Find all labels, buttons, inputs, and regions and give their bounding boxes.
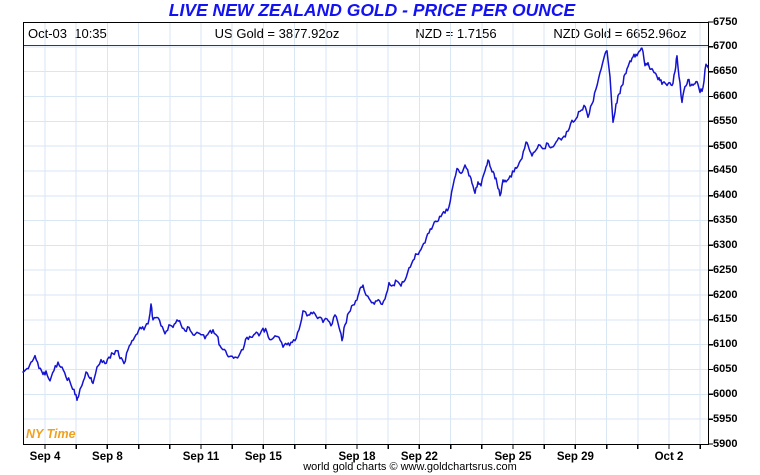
x-axis-label: Sep 22 [400, 451, 438, 463]
y-axis-label: 6250 [713, 263, 738, 276]
us-gold-quote: US Gold = 3877.92oz [214, 26, 340, 41]
y-axis-label: 6650 [713, 65, 738, 78]
y-axis-label: 6150 [713, 313, 738, 326]
y-axis-label: 6450 [713, 164, 738, 177]
y-axis-label: 6750 [713, 15, 738, 28]
footer-credit: world gold charts © www.goldchartsrus.co… [303, 461, 517, 473]
y-axis-label: 6400 [713, 189, 738, 202]
quote-timestamp: Oct-03 10:35 [28, 26, 107, 41]
y-axis-label: 6500 [713, 139, 738, 152]
y-axis-label: 6600 [713, 90, 738, 102]
x-axis-label: Sep 29 [556, 451, 594, 463]
y-axis-label: 6050 [713, 363, 738, 375]
x-axis-label: Sep 4 [29, 451, 61, 463]
x-axis-label: Sep 25 [494, 451, 532, 463]
y-axis-label: 5950 [713, 412, 738, 425]
y-axis-label: 6550 [713, 114, 738, 127]
x-axis-label: Sep 11 [182, 451, 220, 463]
x-axis-label: Oct 2 [654, 451, 684, 463]
timezone-label: NY Time [26, 427, 76, 441]
page-title: LIVE NEW ZEALAND GOLD - PRICE PER OUNCE [168, 0, 576, 20]
price-line [22, 47, 709, 402]
nzd-gold-quote: NZD Gold = 6652.96oz [553, 26, 687, 41]
chart-border [22, 21, 710, 446]
x-axis-label: Sep 18 [338, 451, 376, 463]
y-axis-label: 6700 [713, 40, 738, 53]
y-axis-label: 6350 [713, 214, 738, 227]
y-axis-label: 6100 [713, 338, 738, 351]
y-axis-label: 6300 [713, 238, 738, 251]
nzd-rate-quote: NZD = 1.7156 [415, 26, 497, 41]
x-axis-label: Sep 8 [92, 451, 123, 463]
y-axis-label: 6000 [713, 387, 738, 400]
x-axis-label: Sep 15 [244, 451, 282, 463]
y-axis-label: 5900 [713, 437, 738, 450]
y-axis-label: 6200 [713, 288, 738, 301]
